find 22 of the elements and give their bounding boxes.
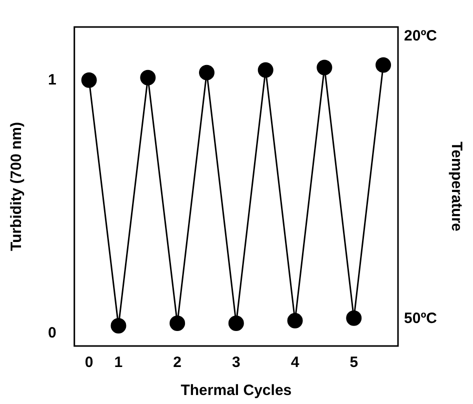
point xyxy=(228,315,244,331)
point xyxy=(140,70,156,86)
x-axis-title: Thermal Cycles xyxy=(180,382,292,400)
y-axis-title: Turbidity (700 nm) xyxy=(8,122,26,251)
x-tick-label: 0 xyxy=(84,354,94,372)
x-tick-label: 3 xyxy=(232,354,240,372)
point xyxy=(258,62,274,78)
x-tick-label: 4 xyxy=(290,354,300,372)
point xyxy=(170,315,186,331)
point xyxy=(287,312,303,328)
point xyxy=(376,57,392,73)
point xyxy=(81,72,97,88)
y2-axis-title: Temperature xyxy=(448,142,465,232)
point xyxy=(199,64,214,80)
point xyxy=(316,60,332,76)
y2-tick-label: 20ºC xyxy=(404,28,438,45)
point xyxy=(346,310,362,326)
x-tick-label: 2 xyxy=(173,354,182,372)
point xyxy=(110,318,126,334)
x-tick-label: 1 xyxy=(114,354,123,372)
y2-tick-label: 50ºC xyxy=(404,310,438,327)
x-tick-label: 5 xyxy=(350,354,358,372)
